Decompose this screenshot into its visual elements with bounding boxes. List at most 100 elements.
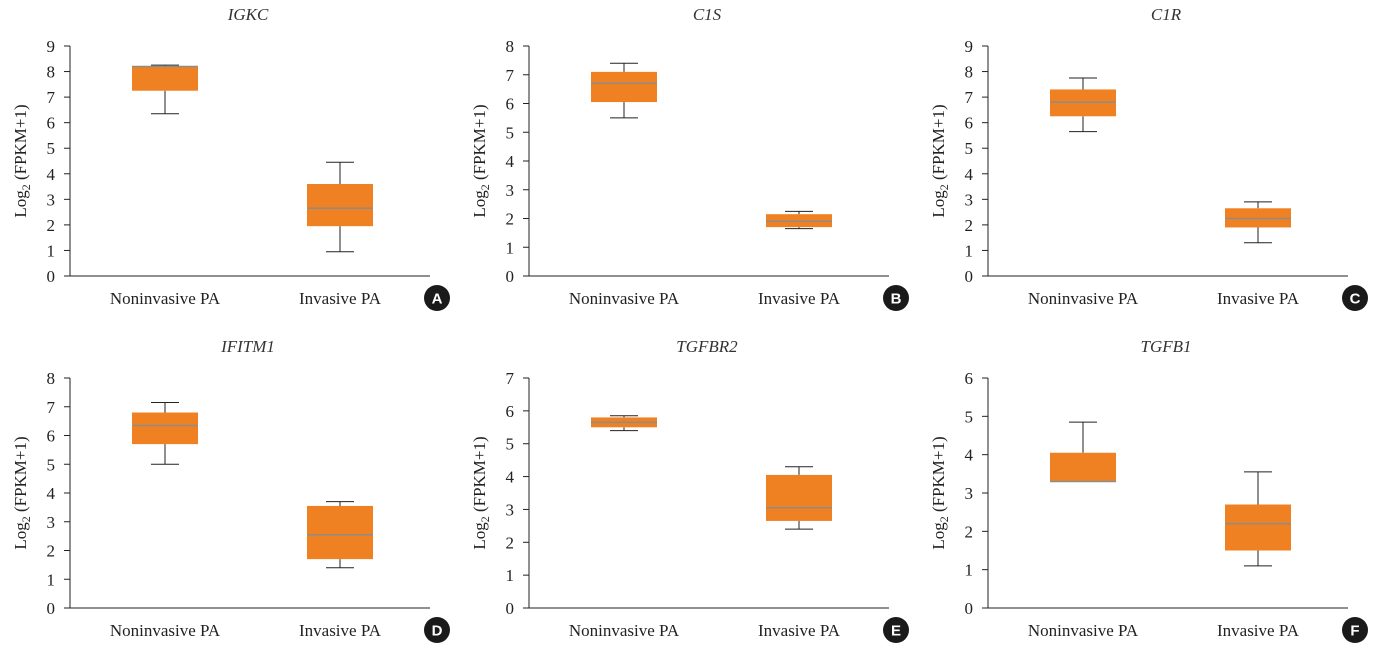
y-tick-label: 8: [965, 63, 974, 82]
y-tick-label: 2: [506, 210, 515, 229]
x-category-label: Invasive PA: [758, 289, 841, 308]
y-axis-label: Log2 (FPKM+1): [11, 436, 33, 549]
x-category-label: Noninvasive PA: [1028, 289, 1139, 308]
y-tick-label: 5: [506, 435, 515, 454]
panel-badge: [424, 285, 450, 311]
chart-panel-e: TGFBR2 Log2 (FPKM+1) 0 1 2 3 4 5 6 7 Noninvasive P…: [459, 332, 918, 664]
y-tick-label: 7: [47, 398, 56, 417]
panel-badge-letter: C: [1350, 291, 1361, 308]
y-tick-label: 1: [965, 561, 974, 580]
y-tick-label: 5: [47, 139, 56, 158]
y-tick-label: 3: [506, 181, 515, 200]
box-plot-noninvasive: [132, 64, 198, 115]
y-tick-label: 4: [506, 152, 515, 171]
y-tick-label: 0: [47, 267, 56, 286]
y-tick-label: 4: [965, 446, 974, 465]
y-tick-label: 1: [47, 241, 56, 260]
y-tick-label: 4: [47, 484, 56, 503]
y-tick-label: 2: [506, 533, 515, 552]
y-axis-label: Log2 (FPKM+1): [929, 104, 951, 217]
x-category-label: Noninvasive PA: [569, 621, 680, 640]
iqr-box: [591, 71, 657, 103]
y-tick-label: 2: [965, 522, 974, 541]
box-plot-invasive: [766, 210, 832, 230]
y-tick-label: 1: [965, 241, 974, 260]
chart-title: TGFBR2: [676, 337, 738, 356]
y-tick-label: 7: [965, 88, 974, 107]
iqr-box: [307, 184, 373, 227]
y-tick-label: 1: [47, 570, 56, 589]
y-tick-label: 8: [47, 63, 56, 82]
x-category-label: Noninvasive PA: [569, 289, 680, 308]
chart-panel-b: C1S Log2 (FPKM+1) 0 1 2 3 4 5 6 7 8 Noninvasive PA I…: [459, 0, 918, 332]
y-tick-label: 1: [506, 238, 515, 257]
iqr-box: [1050, 452, 1116, 482]
chart-svg: IGKC Log2 (FPKM+1) 0 1 2 3 4 5 6 7 8 9 Noninvasive P…: [11, 5, 450, 311]
iqr-box: [132, 412, 198, 445]
x-category-label: Invasive PA: [1217, 289, 1300, 308]
box-plot-invasive: [766, 466, 832, 530]
box-plot-noninvasive: [591, 62, 657, 119]
y-tick-label: 2: [47, 216, 56, 235]
y-tick-label: 0: [47, 599, 56, 618]
panel-badge-letter: F: [1350, 623, 1359, 640]
chart-title: TGFB1: [1141, 337, 1192, 356]
y-tick-label: 5: [965, 407, 974, 426]
box-plot-invasive: [1225, 201, 1291, 244]
y-tick-label: 1: [506, 566, 515, 585]
chart-title: IFITM1: [220, 337, 275, 356]
y-tick-label: 5: [506, 123, 515, 142]
y-tick-label: 0: [965, 267, 974, 286]
y-tick-label: 4: [965, 165, 974, 184]
chart-svg: TGFBR2 Log2 (FPKM+1) 0 1 2 3 4 5 6 7 Noninvasive P…: [470, 337, 909, 643]
panel-badge: [424, 617, 450, 643]
y-axis-label: Log2 (FPKM+1): [11, 104, 33, 217]
x-category-label: Noninvasive PA: [1028, 621, 1139, 640]
chart-title: C1R: [1151, 5, 1182, 24]
iqr-box: [132, 66, 198, 91]
y-tick-label: 8: [47, 369, 56, 388]
y-tick-label: 7: [506, 369, 515, 388]
y-tick-label: 0: [506, 267, 515, 286]
box-plot-invasive: [1225, 471, 1291, 567]
x-category-label: Invasive PA: [1217, 621, 1300, 640]
y-tick-label: 4: [506, 468, 515, 487]
y-tick-label: 3: [965, 190, 974, 209]
y-tick-label: 3: [47, 190, 56, 209]
y-axis-label: Log2 (FPKM+1): [470, 436, 492, 549]
x-category-label: Invasive PA: [299, 289, 382, 308]
y-tick-label: 6: [965, 114, 974, 133]
panel-badge: [883, 285, 909, 311]
y-tick-label: 6: [47, 114, 56, 133]
box-plot-invasive: [307, 501, 373, 569]
iqr-box: [307, 505, 373, 560]
y-tick-label: 8: [506, 37, 515, 56]
y-tick-label: 4: [47, 165, 56, 184]
box-plot-invasive: [307, 161, 373, 253]
chart-panel-f: TGFB1 Log2 (FPKM+1) 0 1 2 3 4 5 6 Noninvasive PA I…: [918, 332, 1377, 664]
x-category-label: Invasive PA: [758, 621, 841, 640]
chart-svg: TGFB1 Log2 (FPKM+1) 0 1 2 3 4 5 6 Noninvasive PA I…: [929, 337, 1368, 643]
y-tick-label: 5: [47, 455, 56, 474]
panel-badge: [1342, 285, 1368, 311]
y-tick-label: 3: [47, 513, 56, 532]
iqr-box: [766, 474, 832, 521]
iqr-box: [1225, 504, 1291, 551]
chart-title: IGKC: [227, 5, 269, 24]
y-tick-label: 7: [506, 66, 515, 85]
y-tick-label: 0: [506, 599, 515, 618]
chart-panel-a: IGKC Log2 (FPKM+1) 0 1 2 3 4 5 6 7 8 9 Noninvasive P…: [0, 0, 459, 332]
box-plot-noninvasive: [591, 415, 657, 432]
y-tick-label: 9: [965, 37, 974, 56]
box-plot-noninvasive: [132, 401, 198, 465]
y-tick-label: 3: [965, 484, 974, 503]
y-tick-label: 6: [965, 369, 974, 388]
chart-svg: IFITM1 Log2 (FPKM+1) 0 1 2 3 4 5 6 7 8 Noninvasive …: [11, 337, 450, 643]
y-axis-label: Log2 (FPKM+1): [470, 104, 492, 217]
panel-badge-letter: E: [891, 623, 901, 640]
y-tick-label: 6: [47, 427, 56, 446]
box-plot-noninvasive: [1050, 77, 1116, 133]
panel-badge: [1342, 617, 1368, 643]
y-tick-label: 2: [965, 216, 974, 235]
